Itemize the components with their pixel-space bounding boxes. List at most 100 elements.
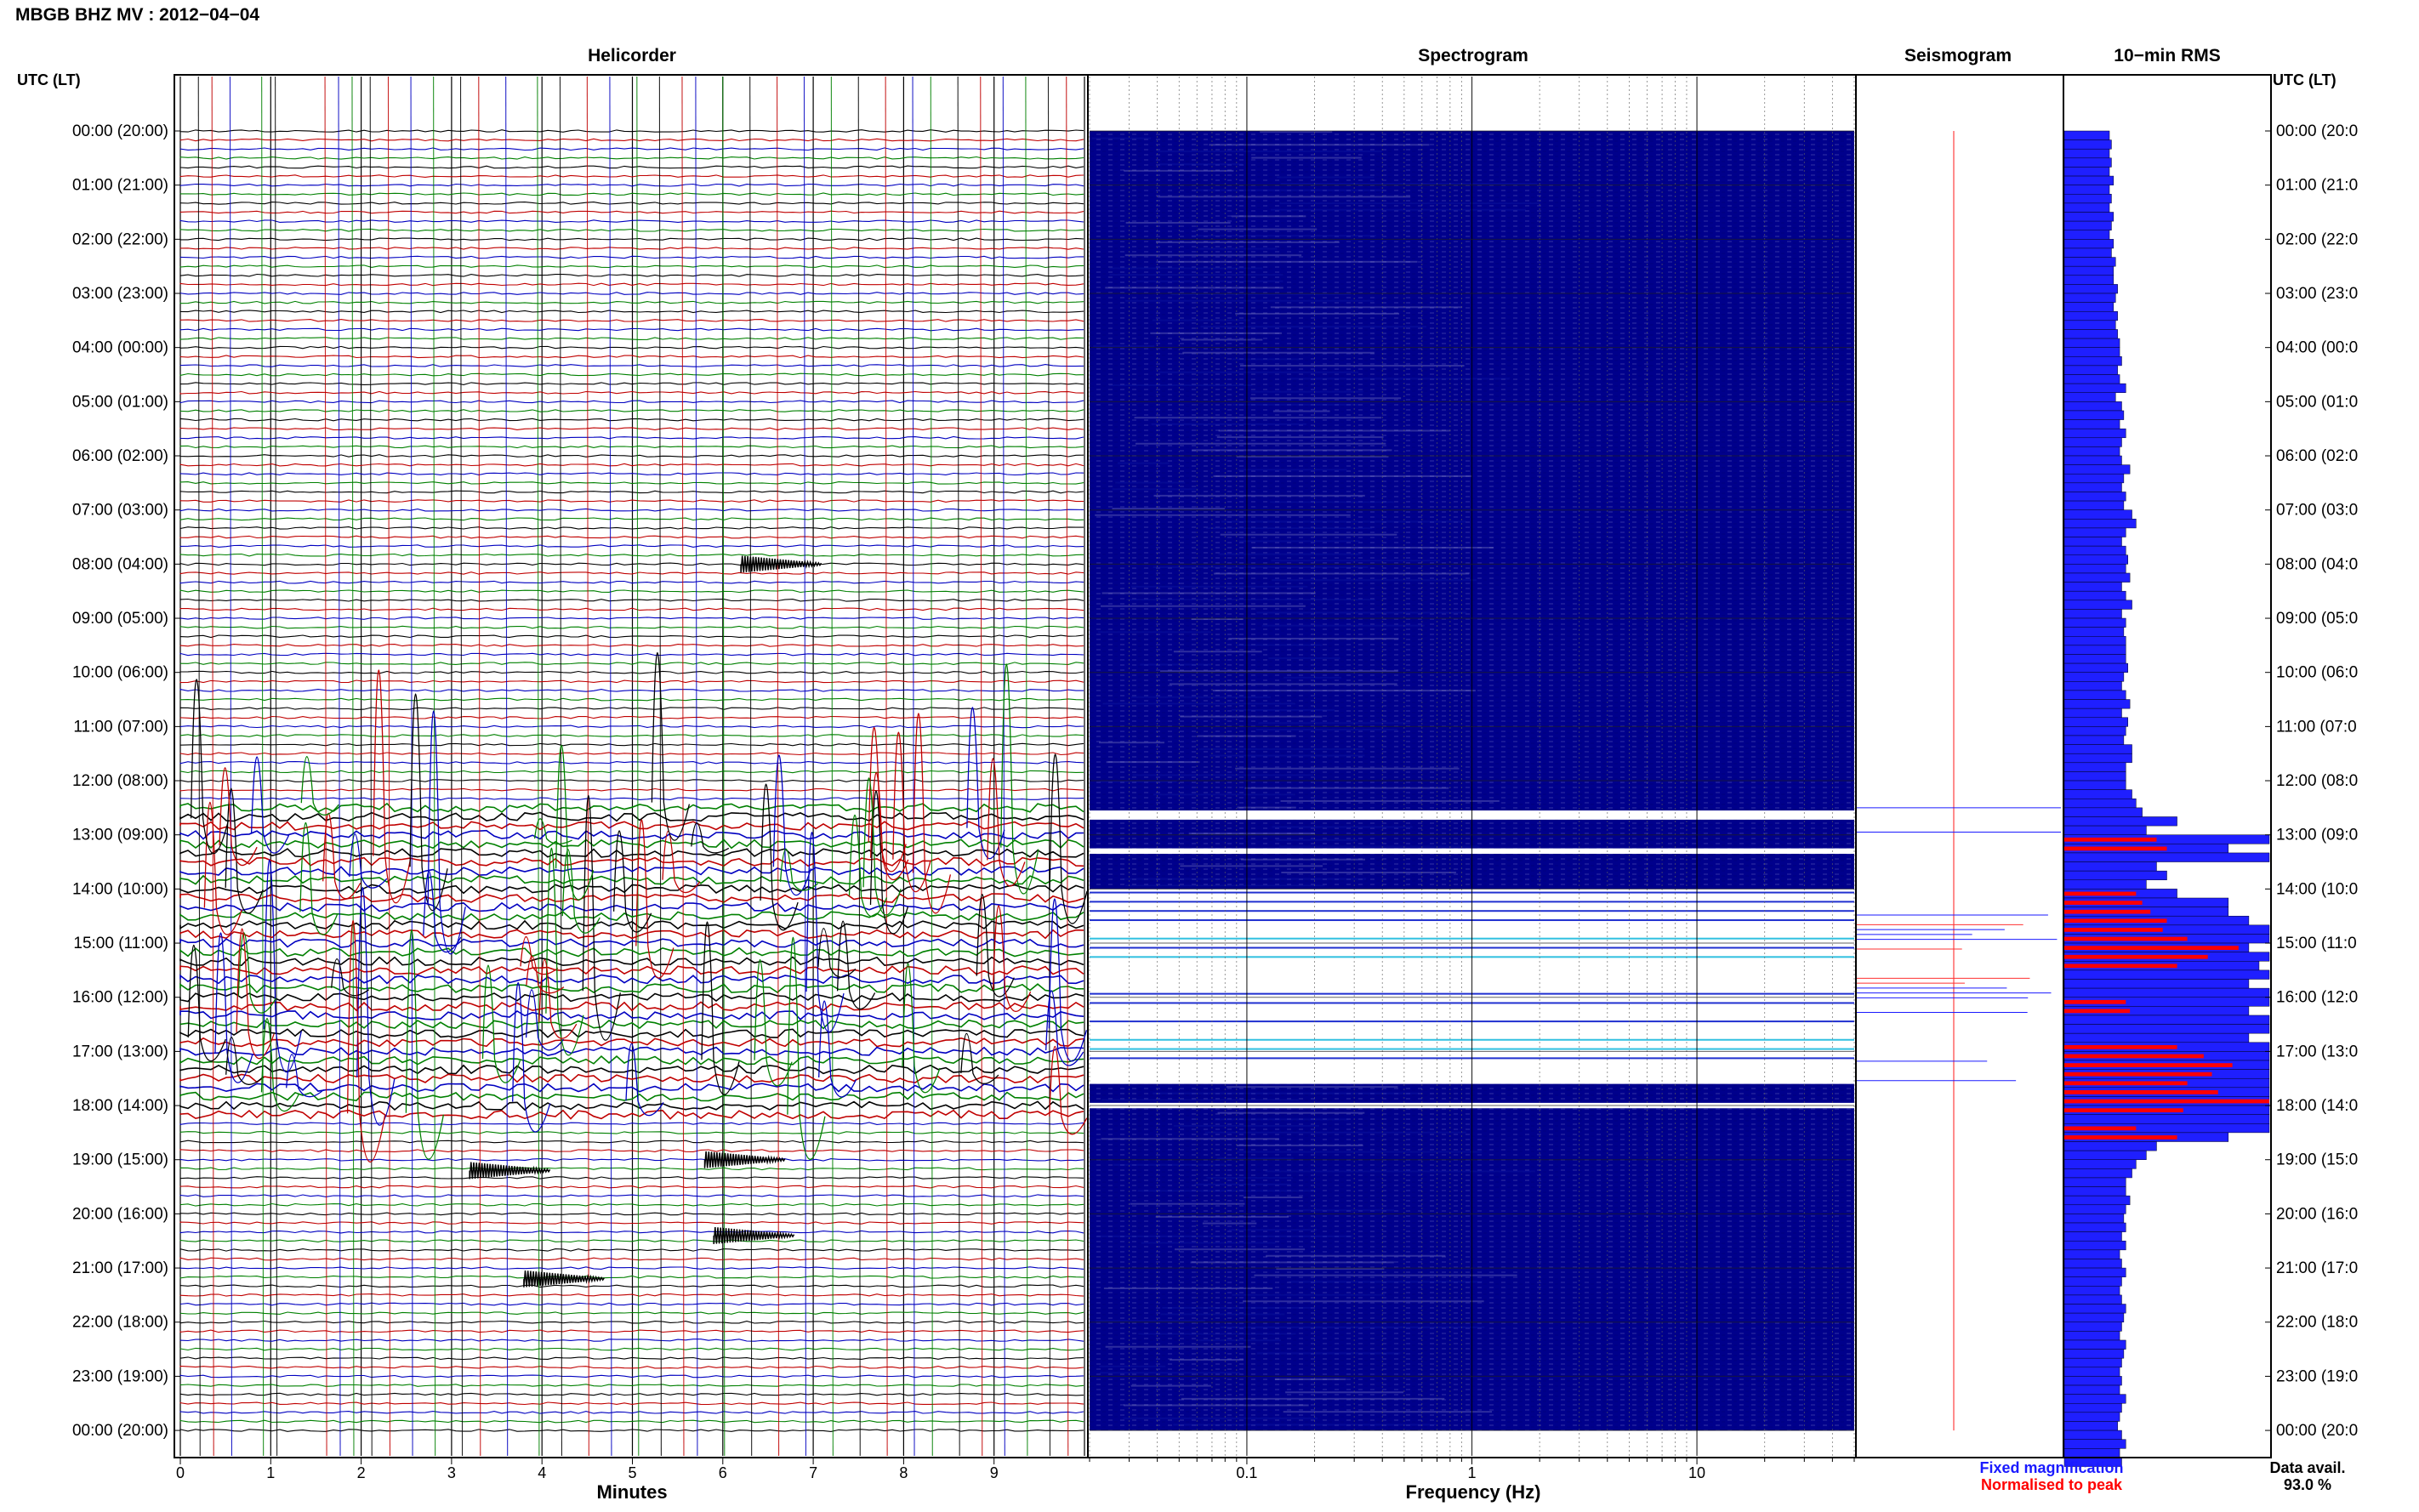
rms-bar-fixed [2063, 148, 2110, 159]
spectrogram-streak [1153, 793, 1295, 796]
spectrogram-streak [1105, 287, 1283, 289]
spectrogram-streak [1106, 761, 1200, 764]
rms-bar-fixed [2063, 1150, 2147, 1160]
helicorder-event-trace [405, 929, 445, 1160]
time-tick-label-left: 10:00 (06:00) [72, 664, 168, 682]
helicorder-event-trace [225, 787, 264, 914]
rms-bar-fixed [2063, 979, 2250, 989]
rms-bar-fixed [2063, 771, 2126, 782]
helicorder-spike [1047, 76, 1051, 1457]
spectrogram-streak [1122, 878, 1367, 880]
spectrogram-streak [1112, 508, 1226, 510]
helicorder-event-trace [582, 795, 621, 1041]
helicorder-trace [179, 454, 1084, 458]
time-tick-label-left: 13:00 (09:00) [72, 827, 168, 844]
rms-bar-fixed [2063, 690, 2126, 700]
spectrogram-streak [1181, 338, 1263, 341]
spectrogram-streak [1131, 696, 1272, 698]
spectrogram-streak [1150, 332, 1282, 334]
helicorder-spike [857, 76, 861, 1457]
helicorder-event-trace [349, 833, 388, 889]
time-tick-label-left: 17:00 (13:00) [72, 1043, 168, 1060]
time-tick-label-right: 04:00 (00:0 [2276, 339, 2358, 357]
spectrogram-streak [1206, 1177, 1293, 1179]
time-tick-label-right: 05:00 (01:0 [2276, 393, 2358, 411]
helicorder-trace [179, 1293, 1084, 1297]
rms-bar-fixed [2063, 636, 2126, 646]
helicorder-trace [179, 1374, 1084, 1378]
time-axis-label-right: UTC (LT) [2273, 71, 2336, 88]
helicorder-event-trace [533, 818, 572, 845]
spectrogram-streak [1251, 156, 1362, 159]
station-title: MBGB BHZ MV : 2012−04−04 [15, 5, 259, 25]
helicorder-spike [229, 76, 233, 1457]
helicorder-spike [338, 76, 341, 1457]
rms-bar-normalised [2064, 901, 2143, 905]
rms-bar-fixed [2063, 1286, 2120, 1296]
helicorder-event-trace [214, 932, 253, 1083]
helicorder-burst [469, 1162, 551, 1179]
helicorder-trace [179, 210, 1084, 214]
spectrogram-streak [1188, 833, 1315, 835]
spectrogram-streak [1202, 1222, 1257, 1225]
helicorder-event-trace [260, 1017, 300, 1112]
helicorder-x-tick-label: 3 [447, 1464, 456, 1481]
helicorder-trace [179, 364, 1084, 367]
rms-bar-fixed [2063, 1231, 2122, 1242]
helicorder-event-trace [1045, 990, 1084, 1066]
helicorder-event-trace [346, 920, 386, 1162]
helicorder-event-trace [662, 831, 701, 894]
time-tick-label-right: 00:00 (20:0 [2276, 1422, 2358, 1440]
helicorder-trace [179, 517, 1084, 521]
helicorder-spike [695, 76, 698, 1457]
rms-bar-fixed [2063, 519, 2137, 529]
spectrogram-streak [1124, 254, 1302, 257]
rms-bar-fixed [2063, 1141, 2157, 1151]
spectrogram-streak [1232, 1293, 1386, 1296]
time-tick-label-right: 13:00 (09:0 [2276, 827, 2358, 844]
rms-bar-fixed [2063, 564, 2126, 574]
helicorder-spike [803, 76, 807, 1457]
rms-bar-fixed [2063, 428, 2126, 439]
helicorder-trace [179, 282, 1084, 287]
spectrogram-streak [1280, 799, 1500, 802]
spectrogram-streak [1158, 163, 1244, 166]
rms-bar-fixed [2063, 167, 2110, 177]
rms-bar-fixed [2063, 1249, 2120, 1259]
rms-bar-fixed [2063, 852, 2270, 862]
rms-bar-normalised [2064, 1090, 2218, 1094]
time-tick-label-right: 03:00 (23:0 [2276, 285, 2358, 303]
helicorder-trace [179, 273, 1084, 277]
rms-frame [2063, 74, 2272, 1458]
helicorder-trace [179, 174, 1084, 178]
helicorder-event-trace [526, 955, 565, 994]
spectrogram-streak [1158, 371, 1358, 373]
rms-bar-fixed [2063, 383, 2126, 393]
helicorder-trace [179, 1356, 1084, 1361]
helicorder-event-trace [779, 849, 818, 891]
spectrogram-streak [1261, 624, 1425, 627]
spectrogram-x-tick-label: 10 [1688, 1464, 1705, 1481]
spectrogram-streak [1099, 1365, 1166, 1367]
rms-bar-normalised [2064, 1126, 2137, 1131]
time-tick-label-left: 01:00 (21:00) [72, 177, 168, 195]
helicorder-event-trace [869, 790, 909, 935]
helicorder-spike [478, 76, 481, 1457]
helicorder-x-tick-label: 2 [357, 1464, 366, 1481]
helicorder-spike [261, 76, 265, 1457]
rms-bar-fixed [2063, 320, 2116, 330]
rms-bar-fixed [2063, 1384, 2120, 1395]
rms-bar-fixed [2063, 509, 2132, 520]
helicorder-trace [179, 337, 1084, 340]
helicorder-event-trace [760, 783, 799, 931]
rms-bar-fixed [2063, 1349, 2125, 1359]
spectrogram-streak [1198, 747, 1365, 750]
time-tick-label-right: 18:00 (14:0 [2276, 1097, 2358, 1115]
helicorder-event-trace [286, 1054, 325, 1098]
spectrogram-streak [1153, 494, 1365, 497]
helicorder-trace [179, 372, 1084, 377]
spectrogram-streak [1103, 1287, 1273, 1289]
rms-bar-fixed [2063, 310, 2118, 321]
helicorder-trace [179, 147, 1084, 151]
rms-bar-fixed [2063, 1024, 2270, 1034]
